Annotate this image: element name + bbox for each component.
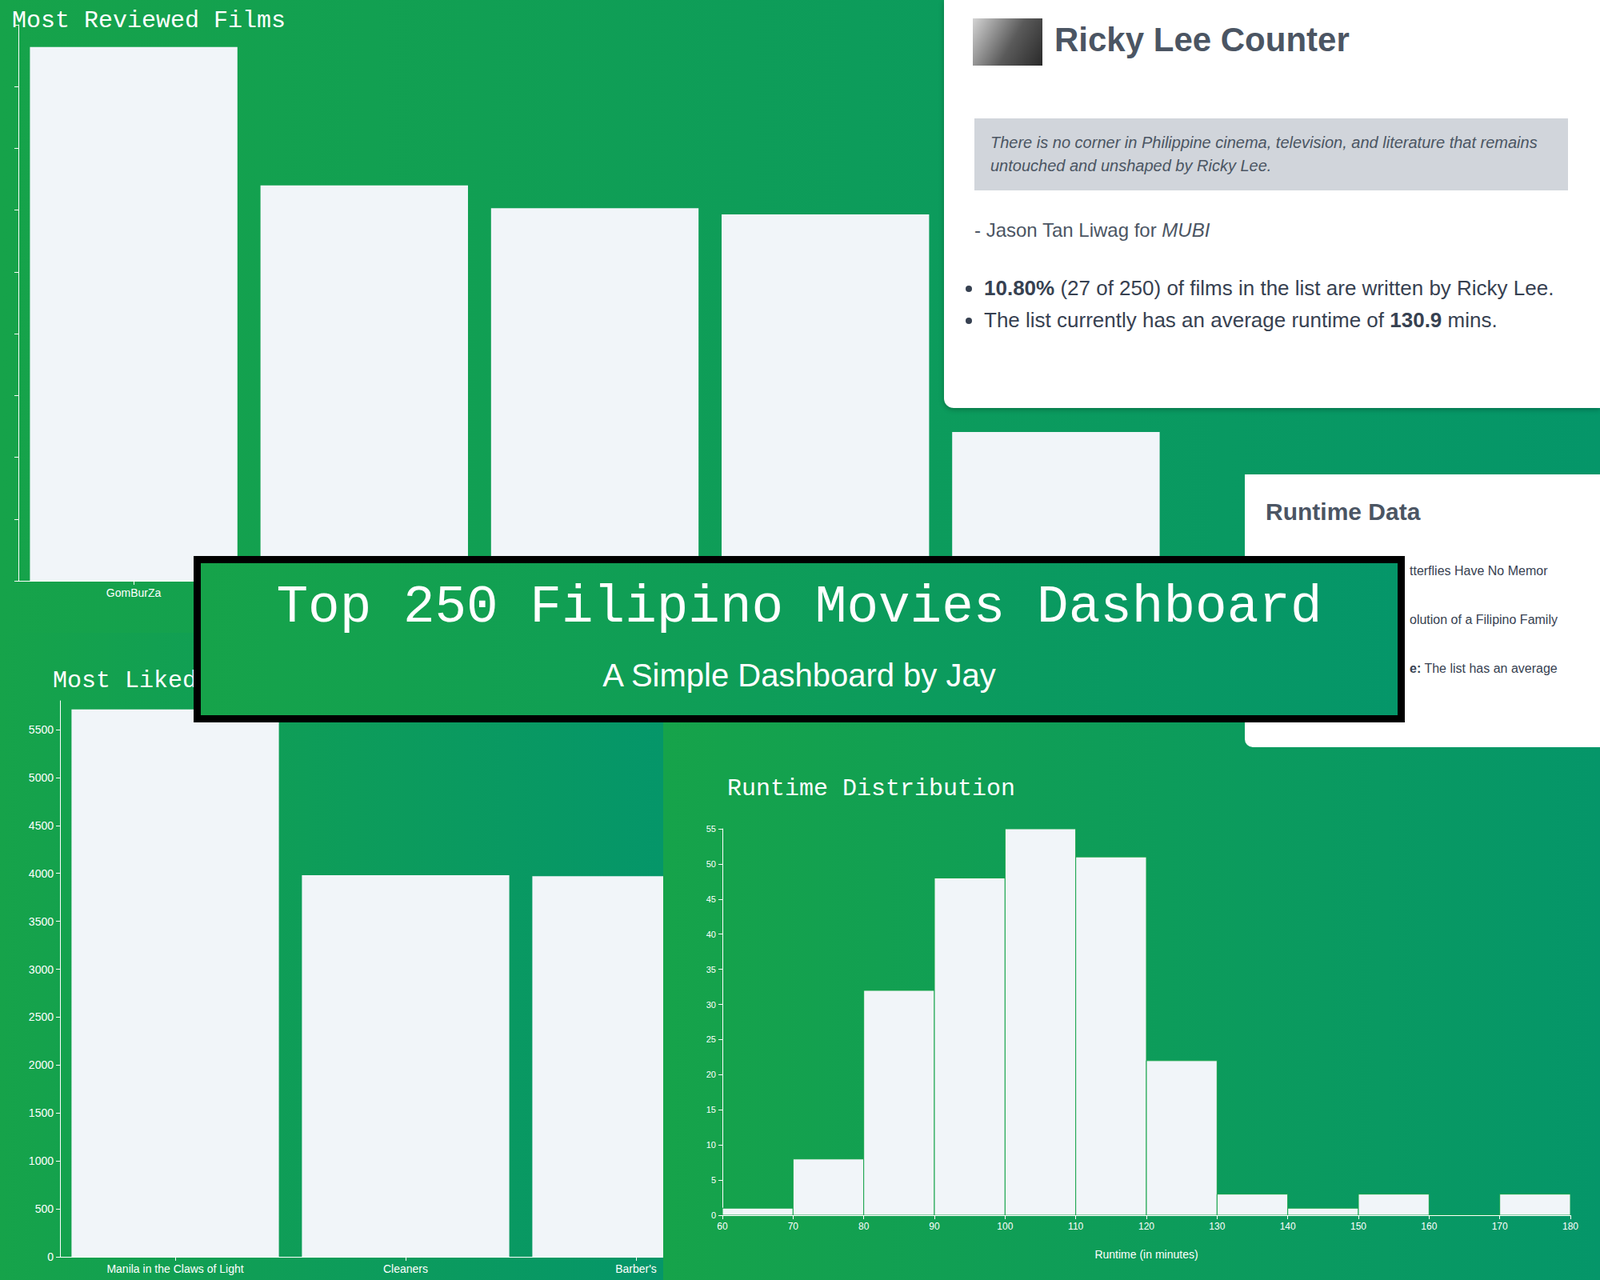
svg-text:80: 80 — [858, 1220, 870, 1232]
svg-text:100: 100 — [996, 1220, 1013, 1232]
html-text:The list currently has an aver: The list currently has an average runtim… — [984, 308, 1498, 332]
svg-text:0: 0 — [711, 1210, 716, 1220]
svg-text:20: 20 — [706, 1069, 716, 1080]
svg-text:25: 25 — [706, 1034, 716, 1044]
svg-text:Barber's: Barber's — [615, 1262, 657, 1276]
svg-text:0: 0 — [47, 1250, 54, 1264]
svg-text:1000: 1000 — [28, 1154, 54, 1168]
svg-text:10: 10 — [706, 1140, 716, 1150]
svg-text:15: 15 — [706, 1104, 716, 1115]
html-text:olution of a Filipino Family: olution of a Filipino Family — [1409, 612, 1558, 627]
svg-text:2000: 2000 — [28, 1058, 54, 1072]
svg-text:GomBurZa: GomBurZa — [106, 586, 162, 600]
svg-text:5: 5 — [711, 1175, 716, 1185]
svg-text:4500: 4500 — [28, 819, 54, 832]
svg-text:35: 35 — [706, 964, 716, 975]
svg-text:2500: 2500 — [28, 1010, 54, 1024]
html-text:e: The list has an average: e: The list has an average — [1409, 661, 1558, 676]
svg-text:Cleaners: Cleaners — [383, 1262, 428, 1276]
svg-text:3500: 3500 — [28, 915, 54, 928]
svg-text:55: 55 — [706, 824, 716, 834]
svg-text:90: 90 — [928, 1220, 940, 1232]
svg-text:170: 170 — [1492, 1220, 1508, 1232]
svg-text:Most Liked: Most Liked — [52, 667, 197, 695]
html-text:- Jason Tan Liwag for MUBI: - Jason Tan Liwag for MUBI — [974, 219, 1210, 241]
svg-text:50: 50 — [706, 859, 716, 869]
svg-text:5000: 5000 — [28, 771, 54, 784]
svg-text:160: 160 — [1420, 1220, 1437, 1232]
html-text:tterflies Have No Memor: tterflies Have No Memor — [1409, 564, 1548, 578]
svg-text:130: 130 — [1208, 1220, 1225, 1232]
svg-text:5500: 5500 — [28, 723, 54, 736]
svg-text:Runtime (in minutes): Runtime (in minutes) — [1094, 1248, 1198, 1261]
svg-text:1500: 1500 — [28, 1106, 54, 1120]
html-text:Ricky Lee Counter: Ricky Lee Counter — [1054, 20, 1350, 59]
svg-text:120: 120 — [1138, 1220, 1155, 1232]
html-text:A Simple Dashboard by Jay: A Simple Dashboard by Jay — [602, 657, 996, 693]
svg-text:3000: 3000 — [28, 963, 54, 976]
svg-text:4000: 4000 — [28, 867, 54, 880]
html-text:Top 250 Filipino Movies Dashbo: Top 250 Filipino Movies Dashboard — [276, 577, 1322, 638]
svg-text:150: 150 — [1350, 1220, 1367, 1232]
svg-text:30: 30 — [706, 1000, 716, 1010]
svg-text:45: 45 — [706, 894, 716, 904]
html-text:10.80% (27 of 250) of films in: 10.80% (27 of 250) of films in the list … — [984, 276, 1554, 300]
svg-text:500: 500 — [35, 1202, 55, 1216]
svg-text:Runtime Distribution: Runtime Distribution — [727, 775, 1016, 803]
svg-text:60: 60 — [716, 1220, 728, 1232]
html-text:Runtime Data: Runtime Data — [1265, 498, 1421, 525]
svg-text:180: 180 — [1562, 1220, 1579, 1232]
svg-text:110: 110 — [1068, 1220, 1084, 1232]
svg-text:40: 40 — [706, 929, 716, 940]
svg-text:Most Reviewed Films: Most Reviewed Films — [12, 7, 286, 35]
svg-text:140: 140 — [1280, 1220, 1296, 1232]
html-text:There is no corner in Philippi: There is no corner in Philippine cinema,… — [990, 133, 1538, 175]
svg-text:70: 70 — [788, 1220, 800, 1232]
svg-text:Manila in the Claws of Light: Manila in the Claws of Light — [106, 1262, 244, 1276]
